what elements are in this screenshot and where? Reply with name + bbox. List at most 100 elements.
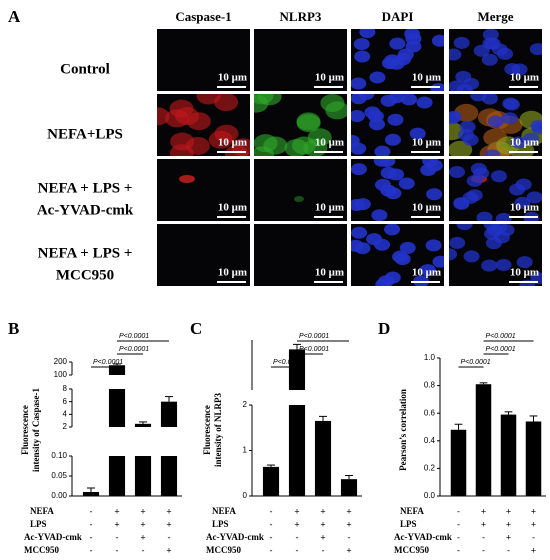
nucleus bbox=[398, 177, 415, 190]
significance-label: P<0.0001 bbox=[299, 333, 329, 340]
column-header: Merge bbox=[477, 9, 513, 24]
treatment-name: Ac-YVAD-cmk bbox=[394, 532, 452, 542]
signal bbox=[263, 136, 288, 155]
bar bbox=[108, 389, 126, 427]
nucleus bbox=[453, 36, 470, 49]
treatment-sign: + bbox=[531, 506, 536, 516]
nucleus bbox=[389, 37, 406, 50]
bar bbox=[134, 456, 152, 496]
treatment-sign: + bbox=[320, 506, 325, 516]
scale-bar-label: 10 μm bbox=[218, 202, 247, 214]
y-tick-label: 0.10 bbox=[51, 451, 67, 460]
nucleus bbox=[449, 236, 466, 249]
nucleus bbox=[466, 174, 483, 187]
bar bbox=[450, 429, 467, 496]
micrograph-content bbox=[351, 94, 433, 156]
nucleus bbox=[371, 209, 388, 221]
nucleus bbox=[351, 77, 367, 90]
nucleus bbox=[351, 226, 368, 239]
column-header: DAPI bbox=[382, 9, 414, 24]
nucleus bbox=[463, 77, 480, 90]
micrograph bbox=[254, 29, 347, 91]
y-axis-title: Fluorescence bbox=[20, 405, 30, 455]
panel-label: C bbox=[190, 319, 202, 338]
y-tick-label: 100 bbox=[54, 370, 68, 379]
nucleus bbox=[449, 112, 461, 125]
micrograph-content bbox=[179, 175, 195, 183]
scale-bar-label: 10 μm bbox=[315, 72, 344, 84]
significance-label: P<0.0001 bbox=[93, 359, 123, 366]
scale-bar-label: 10 μm bbox=[412, 137, 441, 149]
nucleus bbox=[380, 94, 397, 107]
scale-bar-label: 10 μm bbox=[510, 202, 539, 214]
nucleus bbox=[529, 43, 542, 56]
y-tick-label: 2 bbox=[63, 422, 68, 431]
treatment-sign: + bbox=[166, 519, 171, 529]
bar bbox=[340, 479, 358, 496]
nucleus bbox=[470, 94, 487, 102]
micrograph bbox=[254, 159, 347, 221]
nucleus bbox=[359, 29, 376, 39]
treatment-sign: + bbox=[140, 519, 145, 529]
significance-label: P<0.0001 bbox=[299, 346, 329, 353]
signal bbox=[165, 109, 190, 128]
treatment-sign: + bbox=[140, 532, 145, 542]
treatment-name: Ac-YVAD-cmk bbox=[24, 532, 82, 542]
treatment-sign: + bbox=[320, 519, 325, 529]
y-tick-label: 8 bbox=[63, 384, 68, 393]
nucleus bbox=[449, 166, 466, 179]
y-axis-title: intensity of NLRP3 bbox=[213, 393, 223, 467]
nucleus bbox=[503, 98, 520, 111]
nucleus bbox=[351, 163, 367, 176]
bar bbox=[500, 414, 517, 496]
nucleus bbox=[367, 110, 384, 123]
nucleus bbox=[369, 71, 386, 84]
bar bbox=[134, 423, 152, 427]
treatment-sign: + bbox=[506, 506, 511, 516]
treatment-sign: + bbox=[346, 506, 351, 516]
nucleus bbox=[449, 80, 465, 91]
bar bbox=[108, 365, 126, 375]
nucleus bbox=[392, 250, 409, 263]
nucleus bbox=[405, 40, 422, 53]
treatment-name: LPS bbox=[212, 519, 229, 529]
y-tick-label: 0.2 bbox=[424, 464, 436, 473]
treatment-name: LPS bbox=[400, 519, 417, 529]
nucleus bbox=[526, 191, 542, 204]
significance-label: P<0.0001 bbox=[461, 359, 491, 366]
nucleus bbox=[498, 224, 515, 237]
treatment-sign: - bbox=[457, 519, 460, 529]
y-axis-title: Fluorescence bbox=[202, 405, 212, 455]
nucleus bbox=[490, 170, 507, 183]
treatment-sign: - bbox=[457, 532, 460, 542]
signal bbox=[208, 130, 233, 149]
bar bbox=[262, 466, 280, 496]
nucleus bbox=[351, 142, 367, 155]
micrograph-content bbox=[449, 29, 542, 91]
significance-label: P<0.0001 bbox=[119, 333, 149, 340]
treatment-sign: - bbox=[270, 506, 273, 516]
significance-label: P<0.0001 bbox=[119, 346, 149, 353]
treatment-sign: - bbox=[457, 545, 460, 555]
y-axis-title: intensity of Caspase-1 bbox=[31, 388, 41, 473]
treatment-sign: + bbox=[140, 506, 145, 516]
y-tick-label: 4 bbox=[63, 409, 68, 418]
signal bbox=[294, 196, 304, 202]
column-header: NLRP3 bbox=[280, 9, 322, 24]
treatment-sign: + bbox=[294, 519, 299, 529]
scale-bar-label: 10 μm bbox=[412, 202, 441, 214]
nucleus bbox=[380, 166, 397, 179]
nucleus bbox=[497, 47, 514, 60]
bar bbox=[314, 420, 332, 496]
nucleus bbox=[430, 83, 444, 91]
y-tick-label: 0 bbox=[243, 491, 248, 500]
treatment-sign: - bbox=[270, 545, 273, 555]
nucleus bbox=[419, 264, 436, 277]
nucleus bbox=[409, 127, 426, 140]
row-label: NEFA+LPS bbox=[47, 126, 123, 142]
scale-bar-label: 10 μm bbox=[315, 202, 344, 214]
nucleus bbox=[481, 259, 498, 272]
y-tick-label: 1 bbox=[243, 446, 248, 455]
scale-bar-label: 10 μm bbox=[315, 137, 344, 149]
nucleus bbox=[449, 248, 458, 261]
